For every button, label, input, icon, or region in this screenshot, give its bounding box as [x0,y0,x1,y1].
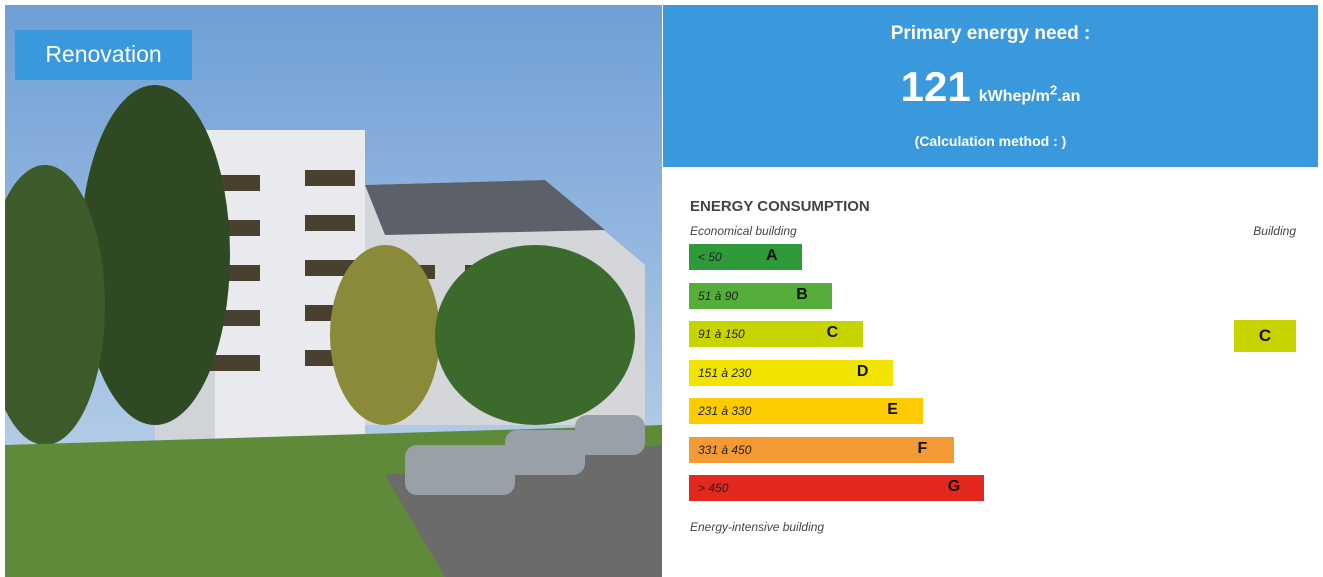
class-range: 151 à 230 [698,366,751,380]
class-letter: A [766,247,778,265]
unit-base: kWhep/m [979,88,1050,105]
class-bar: 151 à 230 D [689,360,893,386]
class-bar: < 50 A [689,244,802,270]
bottom-label: Energy-intensive building [690,520,824,534]
class-letter: B [796,286,808,304]
page: Renovation Primary energy need : 121 kWhe… [0,0,1323,577]
current-class: C [1234,320,1296,352]
header: Primary energy need : 121 kWhep/m2.an (Ca… [663,5,1318,167]
building-photo [5,5,662,577]
class-range: 91 à 150 [698,327,745,341]
energy-panel: Primary energy need : 121 kWhep/m2.an (Ca… [663,5,1318,577]
class-bar: > 450 G [689,475,984,501]
section-title: ENERGY CONSUMPTION [690,198,870,215]
badge: Renovation [15,30,192,80]
method: (Calculation method : ) [663,133,1318,149]
class-bar: 91 à 150 C [689,321,863,347]
class-range: < 50 [698,250,722,264]
class-bar: 51 à 90 B [689,283,832,309]
top-left-label: Economical building [690,224,797,238]
class-letter: F [918,440,928,458]
class-bar: 231 à 330 E [689,398,923,424]
class-bar: 331 à 450 F [689,437,954,463]
class-range: 331 à 450 [698,443,751,457]
header-title: Primary energy need : [663,23,1318,45]
class-letter: C [827,324,839,342]
header-value-line: 121 kWhep/m2.an [663,63,1318,111]
unit: kWhep/m2.an [979,88,1081,105]
class-range: > 450 [698,481,728,495]
class-letter: G [948,478,960,496]
energy-value: 121 [901,63,971,110]
class-range: 51 à 90 [698,289,738,303]
class-letter: E [887,401,898,419]
class-letter: D [857,363,869,381]
top-right-label: Building [1253,224,1296,238]
unit-suffix: .an [1057,88,1080,105]
class-range: 231 à 330 [698,404,751,418]
